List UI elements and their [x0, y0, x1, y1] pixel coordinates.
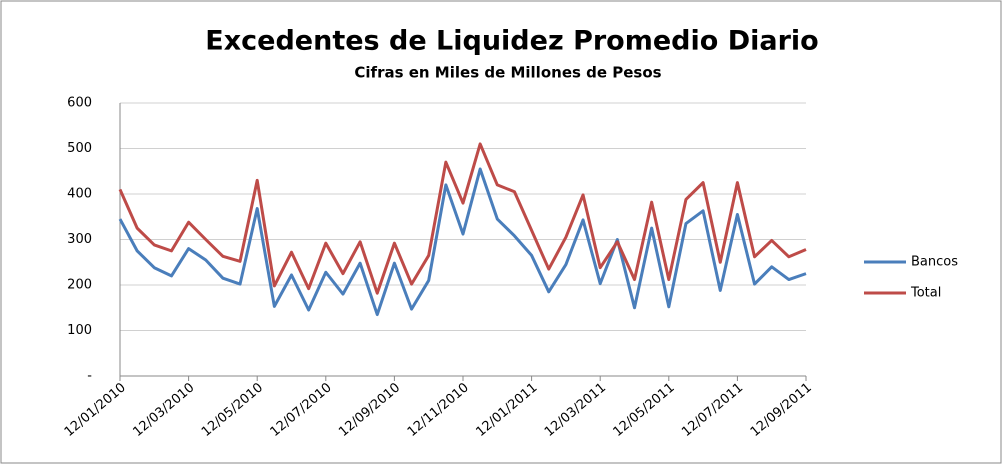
chart-subtitle: Cifras en Miles de Millones de Pesos: [354, 64, 661, 82]
legend-label: Bancos: [911, 255, 958, 270]
y-tick-label: 600: [67, 96, 92, 111]
y-tick-label: 100: [67, 323, 92, 338]
chart-title: Excedentes de Liquidez Promedio Diario: [205, 26, 818, 57]
legend-label: Total: [910, 286, 941, 301]
line-series: [118, 167, 807, 317]
y-tick-label: 200: [67, 278, 92, 293]
line-series: [118, 142, 807, 295]
y-tick-label: 500: [67, 141, 92, 156]
y-tick-label: -: [87, 369, 92, 384]
y-tick-label: 300: [67, 232, 92, 247]
y-tick-label: 400: [67, 187, 92, 202]
